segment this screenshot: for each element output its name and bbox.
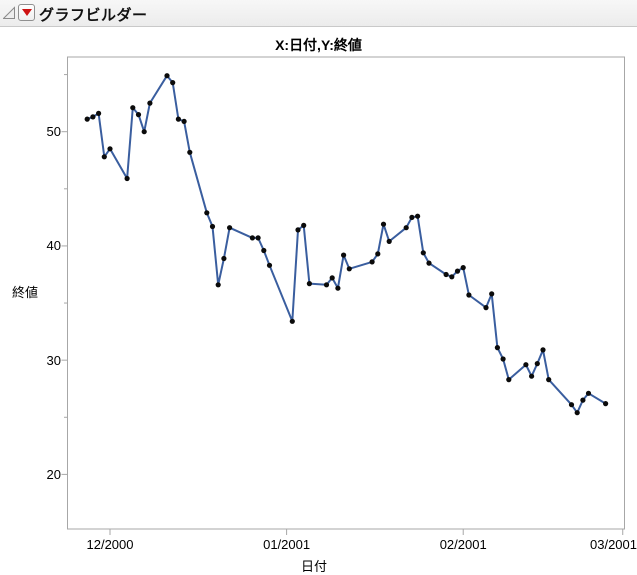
data-point-marker [523,362,529,368]
data-point-marker [204,210,210,216]
data-point-marker [483,305,489,311]
disclosure-triangle-icon[interactable] [3,6,16,20]
data-point-marker [574,410,580,416]
data-point-marker [375,251,381,257]
x-tick-label: 03/2001 [590,537,637,552]
data-point-marker [306,281,312,287]
data-point-marker [409,214,415,220]
y-tick-label: 30 [46,352,61,368]
y-tick-label: 40 [46,238,61,254]
data-point-marker [181,118,187,124]
data-point-marker [96,110,102,116]
data-point-marker [295,227,301,233]
data-point-marker [489,291,495,297]
red-triangle-icon [21,9,32,16]
data-point-marker [255,235,261,241]
x-axis-title: 日付 [300,559,327,574]
data-point-marker [175,116,181,122]
data-point-marker [346,266,352,272]
data-point-marker [415,213,421,219]
x-tick-label: 01/2001 [263,537,311,552]
data-point-marker [603,401,609,407]
data-point-marker [335,285,341,291]
data-point-marker [147,100,153,106]
plot-area[interactable] [68,57,624,529]
data-point-marker [329,275,335,281]
data-point-marker [500,356,506,362]
data-point-marker [124,175,130,182]
x-tick-label: 12/2000 [86,537,134,552]
data-point-marker [506,377,512,383]
data-point-marker [227,225,233,231]
data-point-marker [443,271,449,278]
data-point-marker [90,114,96,120]
data-point-marker [130,105,136,111]
data-point-marker [141,129,147,135]
data-point-marker [534,361,540,367]
data-point-marker [529,373,535,379]
data-point-marker [215,282,221,288]
data-point-marker [494,345,500,351]
data-point-marker [466,292,472,298]
data-point-marker [341,252,347,258]
data-point-marker [249,235,255,241]
data-point-marker [84,116,90,122]
data-point-marker [323,282,330,288]
data-point-marker [426,260,432,266]
y-tick-label: 50 [46,124,61,140]
data-point-marker [449,274,455,280]
data-point-marker [221,255,227,262]
red-triangle-menu-button[interactable] [18,4,35,21]
y-tick-label: 20 [46,466,61,482]
data-point-marker [261,247,267,254]
data-point-marker [266,262,273,268]
chart-title: X:日付,Y:終値 [275,37,362,53]
data-point-marker [403,225,409,231]
plot-frame [67,56,625,530]
data-point-marker [386,238,392,244]
y-axis-title: 終値 [12,285,39,300]
data-point-marker [107,146,113,152]
data-point-marker [170,80,176,86]
data-point-marker [289,318,295,324]
data-point-marker [454,268,461,274]
data-point-marker [540,347,546,353]
data-point-marker [369,259,375,265]
panel-title-bar: グラフビルダー [0,0,637,27]
window-title: グラフビルダー [39,7,148,24]
data-point-marker [585,390,592,396]
data-point-marker [580,397,586,403]
data-point-marker [164,73,170,79]
data-point-marker [420,250,426,256]
x-tick-label: 02/2001 [439,537,487,552]
data-point-marker [301,222,307,228]
data-point-marker [460,265,466,271]
data-point-marker [101,154,107,160]
data-point-marker [135,112,142,118]
data-point-marker [546,377,552,383]
data-point-marker [209,223,216,230]
data-point-marker [568,402,575,408]
data-point-marker [380,221,387,227]
data-point-marker [187,149,193,155]
